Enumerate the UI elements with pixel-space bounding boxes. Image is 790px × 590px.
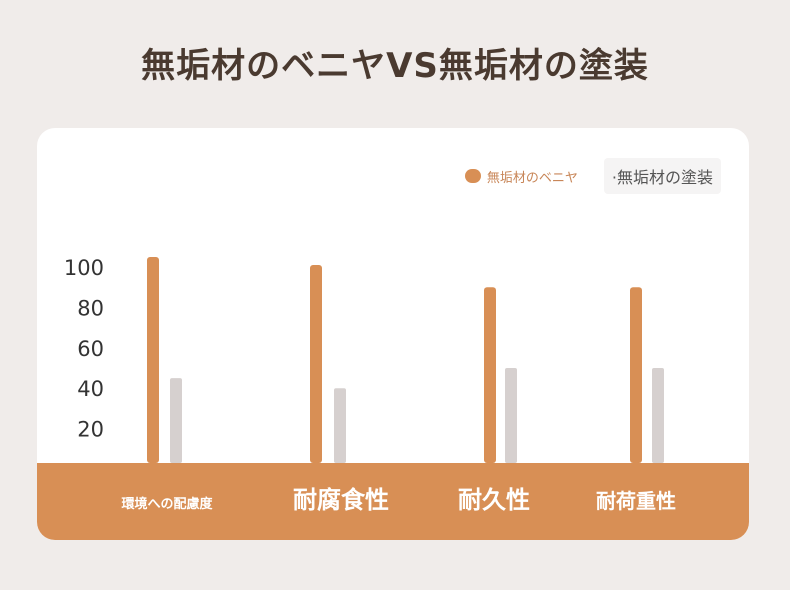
bar-paint (334, 388, 346, 463)
legend-swatch-veneer (464, 169, 481, 183)
category-band (37, 463, 749, 540)
bar-paint (505, 368, 517, 463)
bar-paint (170, 378, 182, 463)
legend-item-veneer: 無垢材のベニヤ (464, 167, 578, 186)
legend-item-paint: ·無垢材の塗装 (603, 158, 721, 194)
bar-paint (652, 368, 664, 463)
category-label: 耐荷重性 (596, 489, 676, 513)
bar-veneer (147, 256, 159, 463)
y-tick-label: 60 (77, 337, 104, 361)
bar-veneer (484, 287, 496, 463)
category-label: 耐久性 (458, 486, 530, 514)
y-tick-label: 100 (64, 256, 104, 280)
bar-veneer (310, 265, 322, 463)
legend: 無垢材のベニヤ ·無垢材の塗装 (464, 158, 721, 194)
category-label: 耐腐食性 (293, 486, 389, 514)
legend-label-paint-text: 無垢材の塗装 (616, 168, 713, 187)
y-tick-label: 40 (77, 377, 104, 401)
legend-label-paint: ·無垢材の塗装 (603, 158, 721, 194)
y-tick-label: 20 (77, 418, 104, 442)
bar-chart: 100 80 60 40 20 環境への配慮度 耐腐食性 耐久性 耐荷重性 (64, 256, 676, 514)
category-label: 環境への配慮度 (121, 496, 213, 512)
bar-veneer (630, 287, 642, 463)
legend-label-veneer: 無垢材のベニヤ (486, 170, 578, 186)
chart-card: 無垢材のベニヤ ·無垢材の塗装 100 80 60 40 20 環境への配慮度 耐腐食性 耐久… (37, 128, 749, 540)
chart-title: 無垢材のベニヤVS無垢材の塗装 (141, 46, 649, 86)
y-tick-label: 80 (77, 296, 104, 320)
